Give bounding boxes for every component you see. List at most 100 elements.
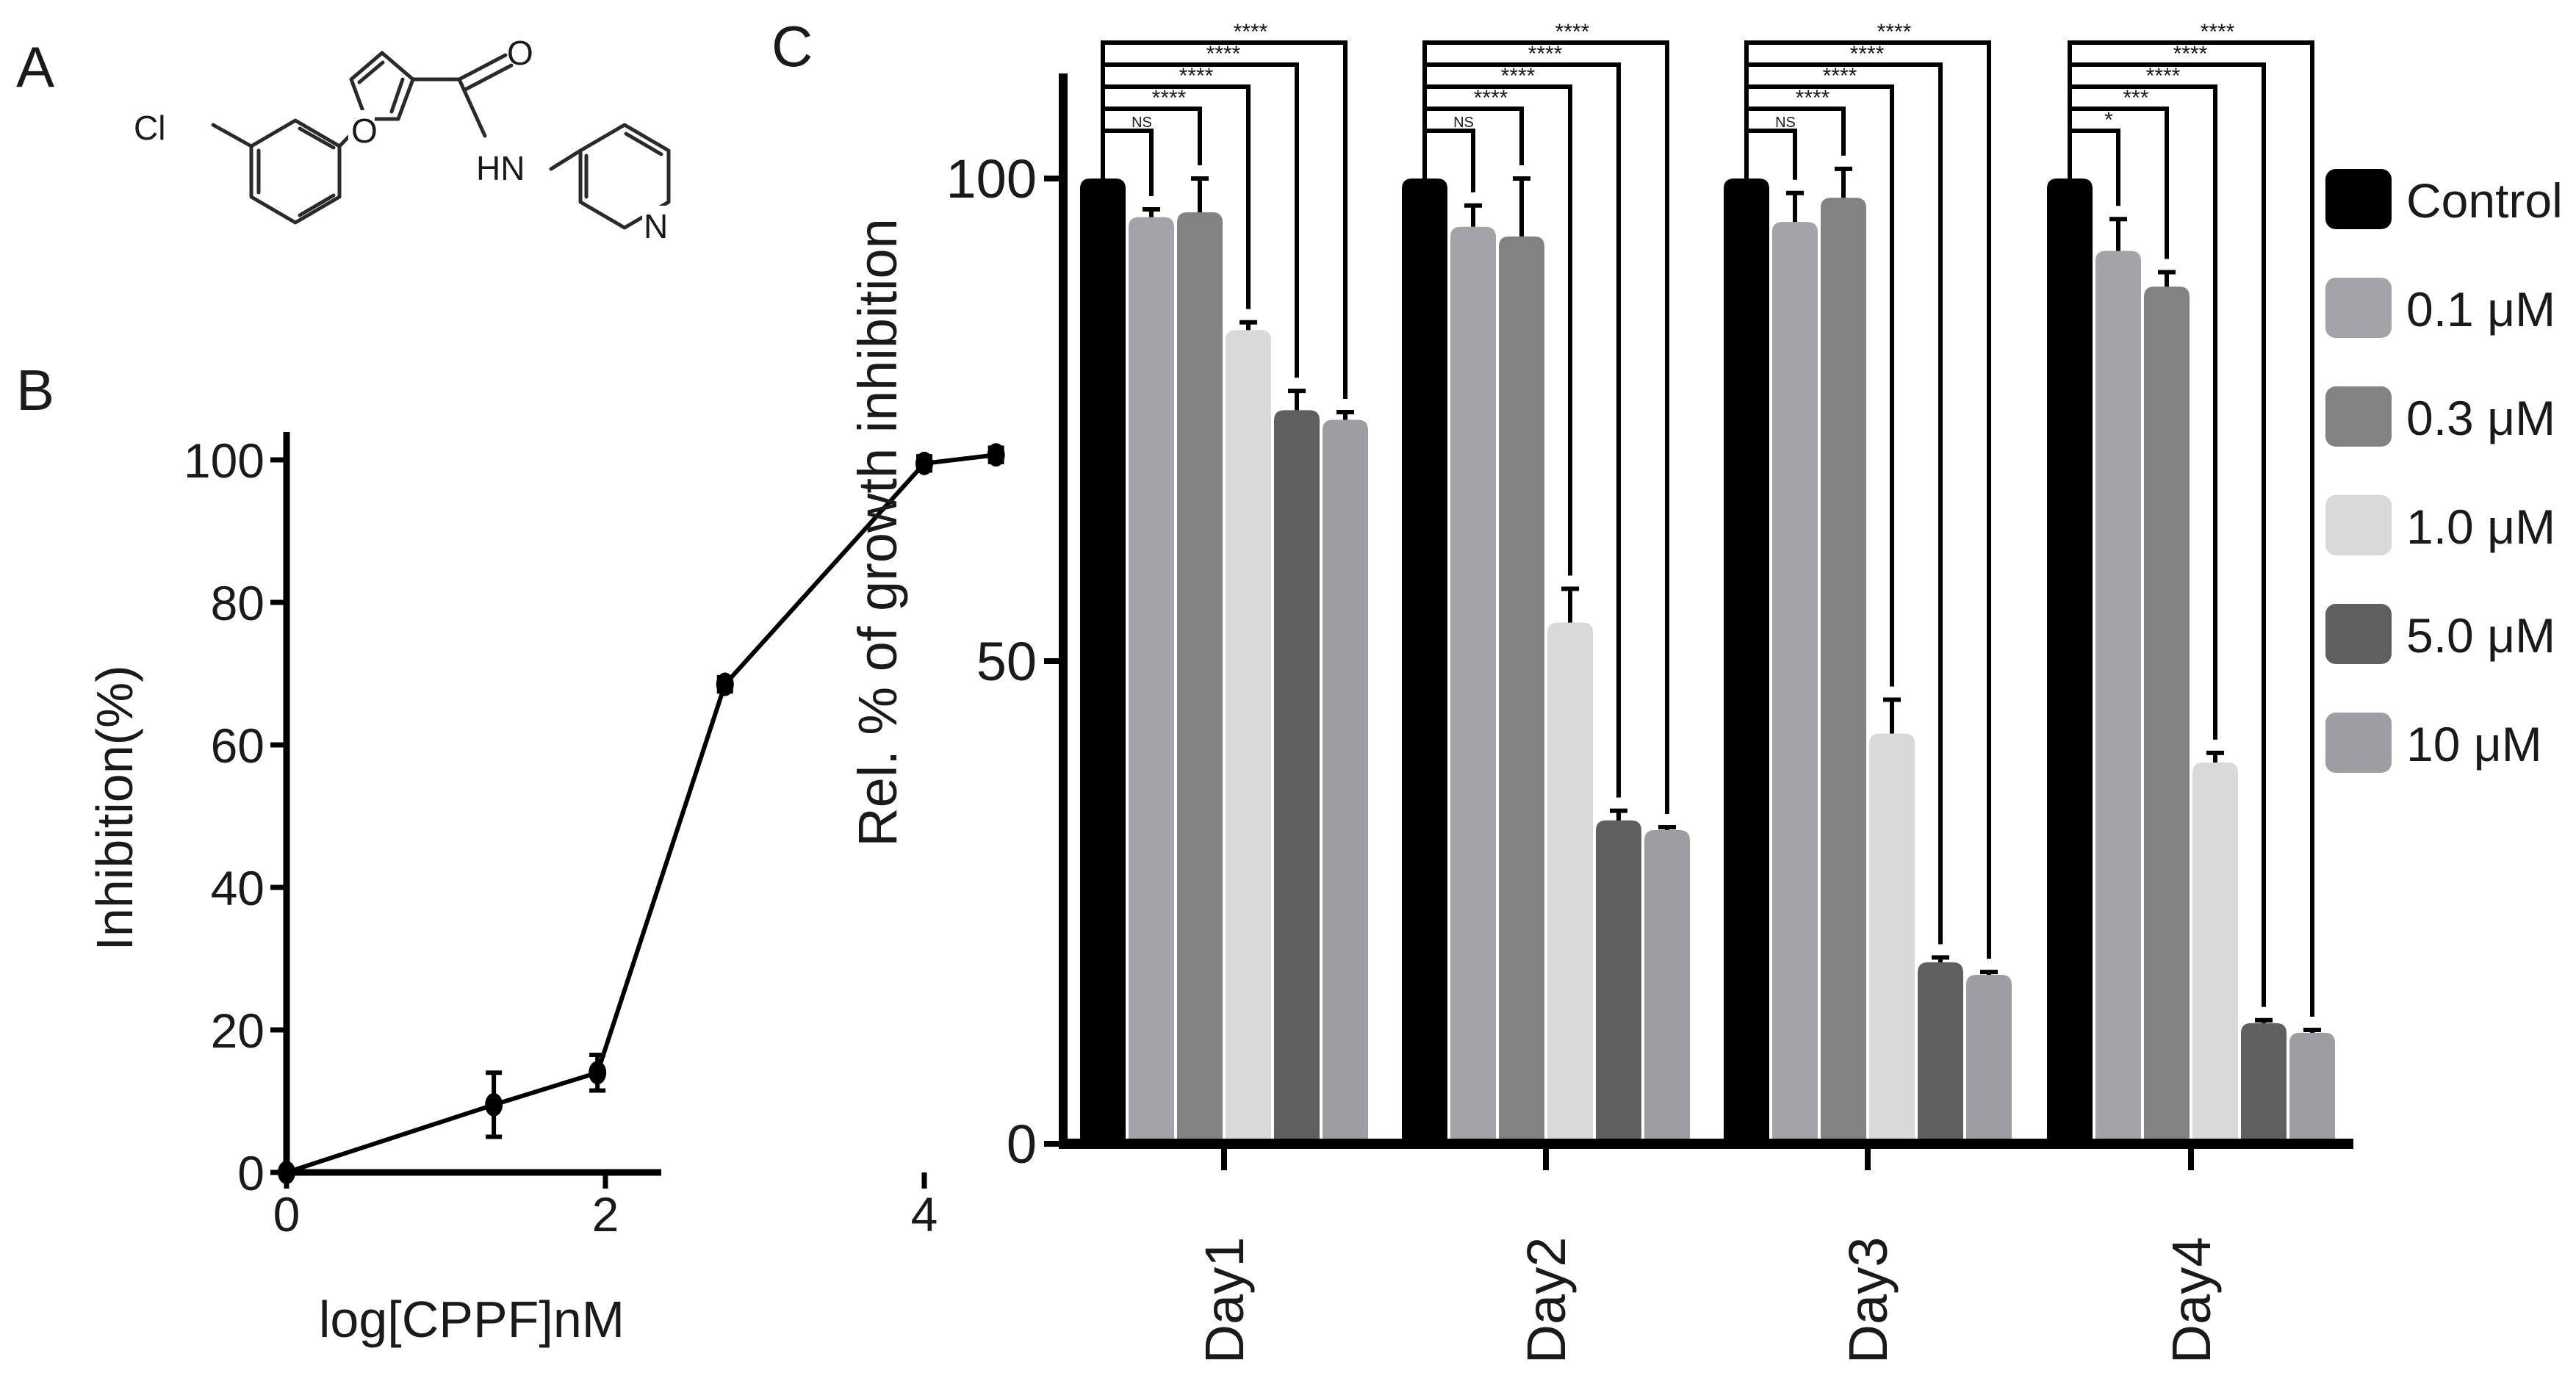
pyridine-double-bond <box>624 131 663 156</box>
significance-label: * <box>2104 108 2113 132</box>
legend-swatch <box>2325 169 2392 229</box>
x-tick-label: 4 <box>911 1187 938 1241</box>
atom-cl: Cl <box>134 109 165 147</box>
x-tick-label: Day3 <box>1838 1237 1899 1364</box>
data-point <box>716 672 734 696</box>
legend-swatch <box>2325 713 2392 773</box>
atom-label-bg <box>129 109 179 145</box>
significance-label: **** <box>1501 64 1536 88</box>
significance-label: **** <box>2173 42 2208 66</box>
x-tick-label: Day2 <box>1516 1237 1577 1364</box>
bar <box>2289 1032 2335 1144</box>
atom-nh: HN <box>476 149 525 187</box>
y-tick-label: 40 <box>211 861 265 915</box>
atom-o-furan: O <box>351 112 378 150</box>
y-tick-label: 0 <box>1007 1114 1037 1175</box>
bar <box>1772 222 1818 1144</box>
significance-bracket <box>2068 40 2314 1017</box>
panel-b-line-chart: 0 20 40 60 80 100 0 2 4 log[CPPF]nM Inhibition(%) <box>86 432 1005 1348</box>
bar <box>1724 179 1769 1144</box>
bar <box>1274 410 1320 1144</box>
significance-bracket <box>1744 129 1797 180</box>
legend-label: 5.0 μM <box>2406 608 2555 663</box>
data-point <box>589 1061 607 1085</box>
bar <box>2241 1023 2287 1144</box>
y-tick-label: 20 <box>211 1003 265 1058</box>
legend-swatch <box>2325 604 2392 664</box>
bar <box>1821 198 1866 1144</box>
pyridine-ring <box>578 123 671 230</box>
atom-n-pyridine: N <box>644 207 668 245</box>
carbonyl-bond <box>457 53 508 82</box>
x-axis-label: log[CPPF]nM <box>319 1291 625 1348</box>
significance-label: NS <box>1453 115 1474 131</box>
bar <box>2095 251 2141 1144</box>
x-tick-label: Day1 <box>1194 1237 1255 1364</box>
legend-label: 0.3 μM <box>2406 391 2555 445</box>
benzene-double-bond <box>298 126 336 150</box>
significance-label: **** <box>1206 42 1241 66</box>
panel-label-a: A <box>16 35 54 99</box>
significance-label: *** <box>2123 86 2148 110</box>
significance-bracket <box>1101 40 1348 399</box>
bar <box>1226 330 1271 1145</box>
bar <box>1869 733 1915 1144</box>
benzene-ring <box>249 118 342 225</box>
significance-label: **** <box>1850 42 1885 66</box>
legend-swatch <box>2325 278 2392 338</box>
data-point <box>987 443 1005 467</box>
legend-swatch <box>2325 386 2392 447</box>
y-tick-label: 60 <box>211 718 265 773</box>
y-tick-label: 100 <box>946 148 1037 209</box>
bar <box>1402 179 1447 1144</box>
y-axis-label: Rel. % of growth inhibition <box>847 218 908 847</box>
significance-label: **** <box>1474 86 1508 110</box>
panel-c-bar-chart: 0 50 100 Rel. % of growth inhibition Day1 Day… <box>847 20 2563 1363</box>
data-point <box>485 1092 503 1117</box>
atom-label-bg <box>642 206 672 242</box>
atom-labels: Cl O O HN N <box>129 34 672 245</box>
bar <box>1966 975 2012 1144</box>
significance-label: **** <box>1152 86 1187 110</box>
significance-label: NS <box>1132 115 1152 131</box>
carbonyl-double-bond <box>463 63 514 92</box>
significance-label: NS <box>1775 115 1796 131</box>
bar <box>1323 419 1368 1144</box>
bar <box>1080 179 1126 1144</box>
benzene-double-bond <box>298 193 336 217</box>
y-tick-label: 0 <box>237 1146 265 1200</box>
legend-swatch <box>2325 495 2392 555</box>
significance-label: **** <box>1823 64 1857 88</box>
significance-label: **** <box>1234 20 1268 44</box>
significance-label: **** <box>2201 20 2235 44</box>
bar <box>1499 236 1544 1145</box>
series-line <box>286 453 997 1175</box>
legend-label: 0.1 μM <box>2406 282 2555 336</box>
atom-label-bg <box>348 110 375 145</box>
significance-label: **** <box>1179 64 1214 88</box>
y-axis-label: Inhibition(%) <box>86 665 143 951</box>
amide-n-bond <box>457 77 487 138</box>
furan-double-bond <box>389 77 405 114</box>
bar <box>1177 212 1223 1144</box>
furan-ring <box>349 51 415 121</box>
significance-bracket <box>1422 40 1669 815</box>
legend-label: 10 μM <box>2406 717 2542 771</box>
significance-label: **** <box>1796 86 1830 110</box>
data-point <box>278 1161 295 1184</box>
significance-label: **** <box>1528 42 1563 66</box>
bar <box>1596 820 1641 1144</box>
panel-label-b: B <box>16 358 54 422</box>
cl-bond <box>211 123 253 148</box>
significance-label: **** <box>1877 20 1912 44</box>
atom-o-carbonyl: O <box>507 34 533 72</box>
bar <box>1129 217 1174 1144</box>
bar <box>2047 179 2093 1144</box>
significance-label: **** <box>1555 20 1590 44</box>
data-point <box>915 451 933 475</box>
furan-double-bond <box>357 60 385 84</box>
bar <box>1450 226 1496 1145</box>
bar <box>1547 622 1593 1144</box>
chemical-structure <box>211 51 671 230</box>
